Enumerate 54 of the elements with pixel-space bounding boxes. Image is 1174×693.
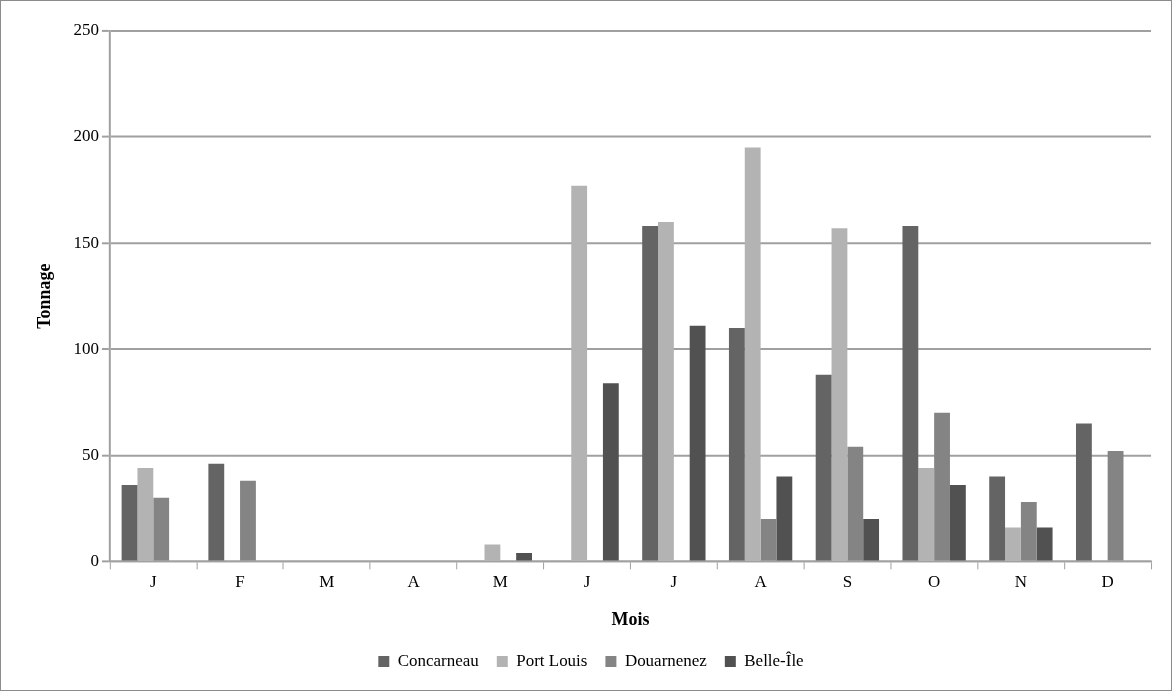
y-tick-label: 250 [73, 20, 99, 40]
bar [728, 327, 745, 561]
bar [1005, 527, 1021, 561]
bar [918, 468, 935, 561]
y-tick-label: 50 [81, 444, 99, 464]
bar [989, 476, 1006, 561]
x-axis-title: Mois [611, 609, 650, 630]
y-tick-label: 100 [73, 338, 99, 358]
x-tick-label: A [407, 571, 421, 591]
legend-label: Concarneau [397, 651, 480, 671]
bar [902, 226, 919, 561]
bar [776, 476, 793, 561]
bar [137, 468, 154, 561]
x-tick-label: M [319, 571, 335, 591]
y-tick-label: 0 [90, 550, 99, 570]
legend-label: Douarnenez [624, 651, 708, 671]
bar [153, 497, 170, 561]
y-tick-label: 150 [73, 232, 99, 252]
bar [642, 226, 659, 561]
legend-label: Port Louis [516, 651, 588, 671]
bar [240, 480, 256, 561]
bar [208, 463, 225, 561]
bar [815, 374, 832, 561]
bar [1036, 527, 1053, 561]
bar [484, 544, 501, 561]
x-tick-label: F [235, 571, 245, 591]
y-axis-title: Tonnage [34, 263, 55, 329]
bar [689, 325, 706, 561]
bar [847, 446, 864, 561]
x-tick-label: A [754, 571, 768, 591]
bar [1075, 423, 1092, 561]
x-tick-label: J [149, 571, 157, 591]
x-tick-label: N [1014, 571, 1028, 591]
x-tick-label: J [670, 571, 678, 591]
legend-label: Belle-Île [744, 651, 804, 671]
x-tick-label: D [1101, 571, 1114, 591]
bar [516, 552, 532, 561]
bar [121, 484, 138, 561]
bar [863, 518, 880, 561]
x-tick-label: J [583, 571, 591, 591]
bar [949, 484, 966, 561]
bar [760, 518, 777, 561]
bar [1020, 501, 1037, 561]
y-tick-label: 200 [73, 126, 99, 146]
x-tick-label: O [928, 571, 941, 591]
bar [571, 185, 588, 561]
bar [1107, 451, 1124, 561]
bar [934, 412, 950, 561]
bar [658, 221, 674, 561]
x-tick-label: M [492, 571, 508, 591]
bar [602, 383, 619, 561]
x-tick-label: S [842, 571, 853, 591]
bar [744, 147, 761, 561]
bar [831, 228, 848, 561]
